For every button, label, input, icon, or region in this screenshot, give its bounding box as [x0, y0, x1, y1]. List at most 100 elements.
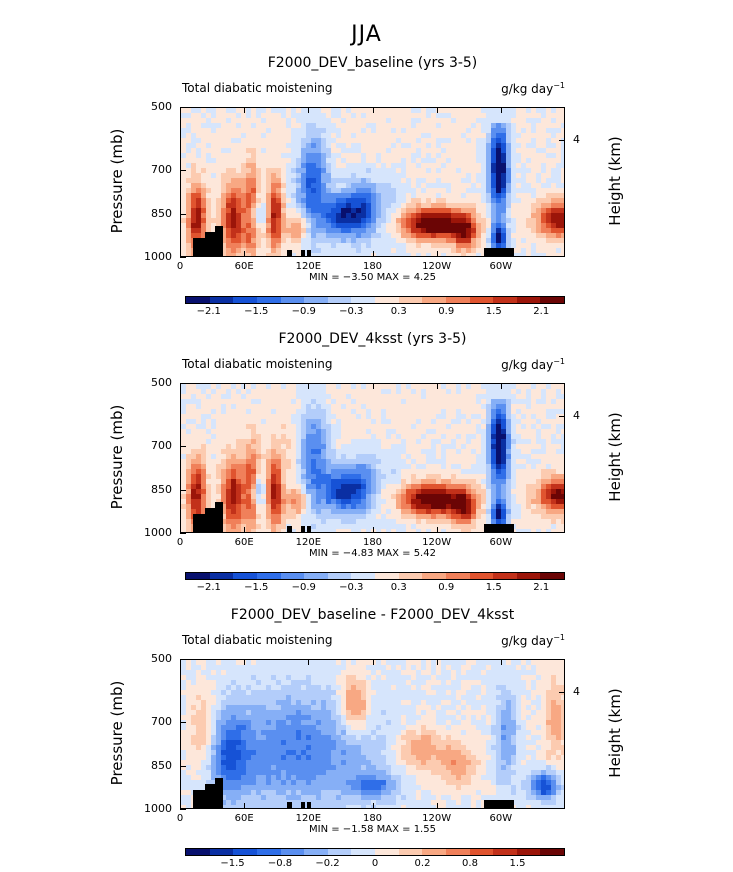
heatmap-cell — [501, 233, 507, 239]
heatmap-cell — [456, 178, 462, 184]
heatmap-cell — [266, 665, 272, 671]
heatmap-cell — [266, 429, 272, 435]
heatmap-cell — [356, 424, 362, 430]
heatmap-cell — [561, 484, 564, 490]
heatmap-cell — [551, 424, 557, 430]
heatmap-cell — [256, 213, 262, 219]
heatmap-cell — [286, 404, 292, 410]
heatmap-cell — [261, 203, 267, 209]
heatmap-cell — [331, 253, 337, 256]
heatmap-cell — [261, 524, 267, 530]
heatmap-cell — [256, 409, 262, 415]
heatmap-cell — [451, 123, 457, 129]
heatmap-cell — [336, 404, 342, 410]
heatmap-cell — [551, 243, 557, 249]
heatmap-cell — [341, 419, 347, 425]
heatmap-cell — [416, 484, 422, 490]
heatmap-cell — [356, 479, 362, 485]
heatmap-cell — [536, 233, 542, 239]
heatmap-cell — [236, 138, 242, 144]
heatmap-cell — [506, 183, 512, 189]
heatmap-cell — [266, 213, 272, 219]
heatmap-cell — [286, 233, 292, 239]
heatmap-cell — [396, 183, 402, 189]
heatmap-cell — [441, 178, 447, 184]
heatmap-cell — [506, 384, 512, 390]
heatmap-cell — [526, 489, 532, 495]
heatmap-cell — [451, 484, 457, 490]
heatmap-cell — [466, 404, 472, 410]
heatmap-cell — [551, 429, 557, 435]
heatmap-cell — [361, 223, 367, 229]
heatmap-cell — [211, 419, 217, 425]
heatmap-cell — [286, 449, 292, 455]
heatmap-cell — [186, 243, 192, 249]
panel-1-units-exponent: −1 — [553, 81, 565, 90]
heatmap-cell — [521, 404, 527, 410]
heatmap-cell — [356, 384, 362, 390]
heatmap-cell — [416, 504, 422, 510]
heatmap-cell — [476, 389, 482, 395]
heatmap-cell — [496, 233, 502, 239]
heatmap-cell — [416, 198, 422, 204]
heatmap-cell — [281, 233, 287, 239]
heatmap-cell — [191, 489, 197, 495]
heatmap-cell — [481, 464, 487, 470]
heatmap-cell — [476, 168, 482, 174]
heatmap-cell — [281, 208, 287, 214]
heatmap-cell — [531, 153, 537, 159]
heatmap-cell — [426, 404, 432, 410]
heatmap-cell — [541, 228, 547, 234]
heatmap-cell — [521, 444, 527, 450]
heatmap-cell — [561, 233, 564, 239]
x-tick-label: 120E — [295, 261, 322, 272]
heatmap-cell — [396, 123, 402, 129]
heatmap-cell — [236, 253, 242, 256]
heatmap-cell — [396, 424, 402, 430]
heatmap-cell — [316, 494, 322, 500]
heatmap-cell — [216, 123, 222, 129]
heatmap-cell — [256, 665, 262, 671]
heatmap-cell — [301, 404, 307, 410]
heatmap-cell — [561, 238, 564, 244]
heatmap-cell — [211, 439, 217, 445]
heatmap-cell — [466, 449, 472, 455]
heatmap-cell — [236, 188, 242, 194]
heatmap-cell — [361, 183, 367, 189]
heatmap-cell — [556, 524, 562, 530]
heatmap-cell — [376, 670, 382, 676]
heatmap-cell — [331, 424, 337, 430]
heatmap-cell — [201, 494, 207, 500]
heatmap-cell — [281, 469, 287, 475]
heatmap-cell — [296, 138, 302, 144]
heatmap-cell — [436, 665, 442, 671]
heatmap-cell — [491, 243, 497, 249]
heatmap-cell — [461, 158, 467, 164]
heatmap-cell — [306, 429, 312, 435]
colorbar-tick-label: −1.5 — [244, 582, 269, 593]
colorbar-swatch — [516, 297, 541, 303]
heatmap-cell — [336, 519, 342, 525]
heatmap-cell — [386, 424, 392, 430]
heatmap-cell — [196, 429, 202, 435]
heatmap-cell — [361, 665, 367, 671]
heatmap-cell — [221, 213, 227, 219]
heatmap-cell — [346, 489, 352, 495]
heatmap-cell — [316, 158, 322, 164]
heatmap-cell — [361, 509, 367, 515]
heatmap-cell — [556, 519, 562, 525]
heatmap-cell — [216, 148, 222, 154]
heatmap-cell — [471, 123, 477, 129]
heatmap-cell — [311, 660, 317, 666]
heatmap-cell — [491, 128, 497, 134]
heatmap-cell — [321, 424, 327, 430]
heatmap-cell — [561, 123, 564, 129]
heatmap-cell — [546, 233, 552, 239]
heatmap-cell — [446, 439, 452, 445]
heatmap-cell — [546, 163, 552, 169]
heatmap-cell — [466, 153, 472, 159]
heatmap-cell — [411, 469, 417, 475]
heatmap-cell — [181, 439, 187, 445]
heatmap-cell — [466, 429, 472, 435]
heatmap-cell — [376, 409, 382, 415]
